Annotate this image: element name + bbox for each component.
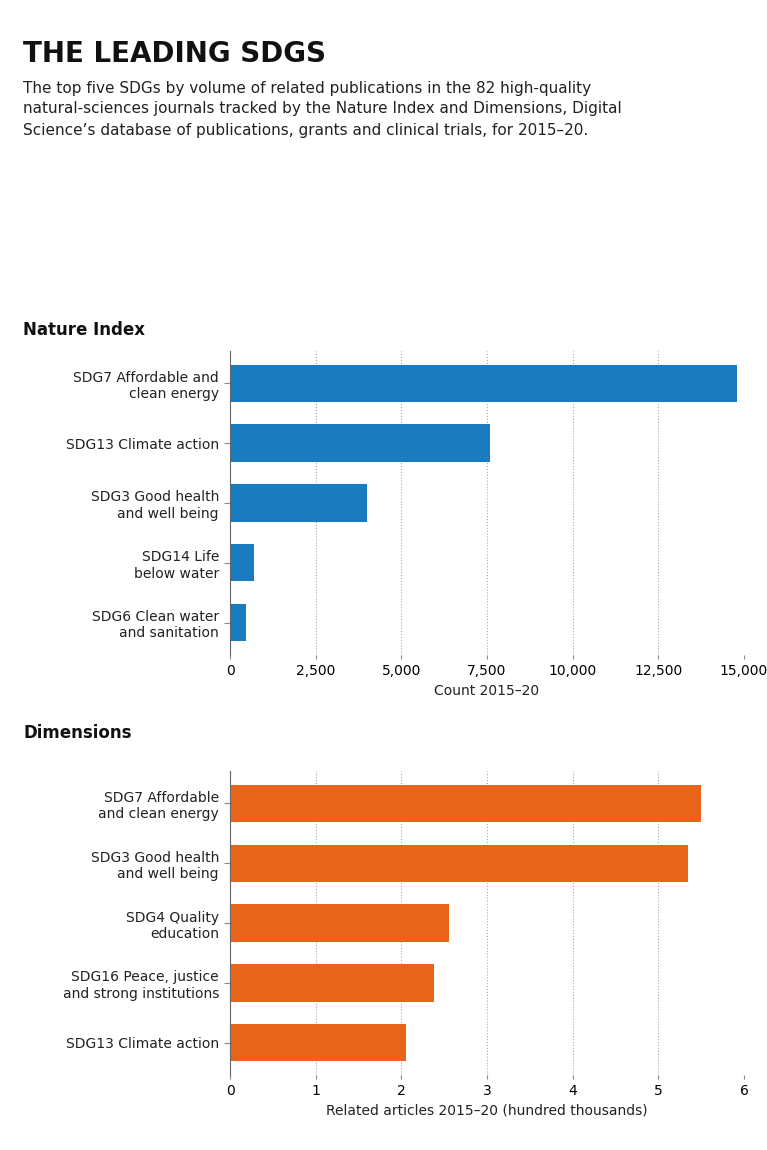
- Text: The top five SDGs by volume of related publications in the 82 high-quality
natur: The top five SDGs by volume of related p…: [23, 81, 622, 138]
- Bar: [230, 905, 449, 942]
- Bar: [230, 965, 434, 1002]
- Bar: [230, 544, 254, 582]
- Bar: [230, 844, 688, 882]
- X-axis label: Related articles 2015–20 (hundred thousands): Related articles 2015–20 (hundred thousa…: [326, 1104, 648, 1118]
- X-axis label: Count 2015–20: Count 2015–20: [434, 684, 540, 698]
- Text: Nature Index: Nature Index: [23, 321, 145, 339]
- Bar: [230, 604, 245, 642]
- Bar: [230, 1025, 406, 1061]
- Bar: [230, 424, 490, 461]
- Text: Dimensions: Dimensions: [23, 723, 131, 742]
- Bar: [230, 365, 737, 401]
- Bar: [230, 784, 701, 822]
- Bar: [230, 484, 367, 521]
- Text: THE LEADING SDGS: THE LEADING SDGS: [23, 40, 326, 68]
